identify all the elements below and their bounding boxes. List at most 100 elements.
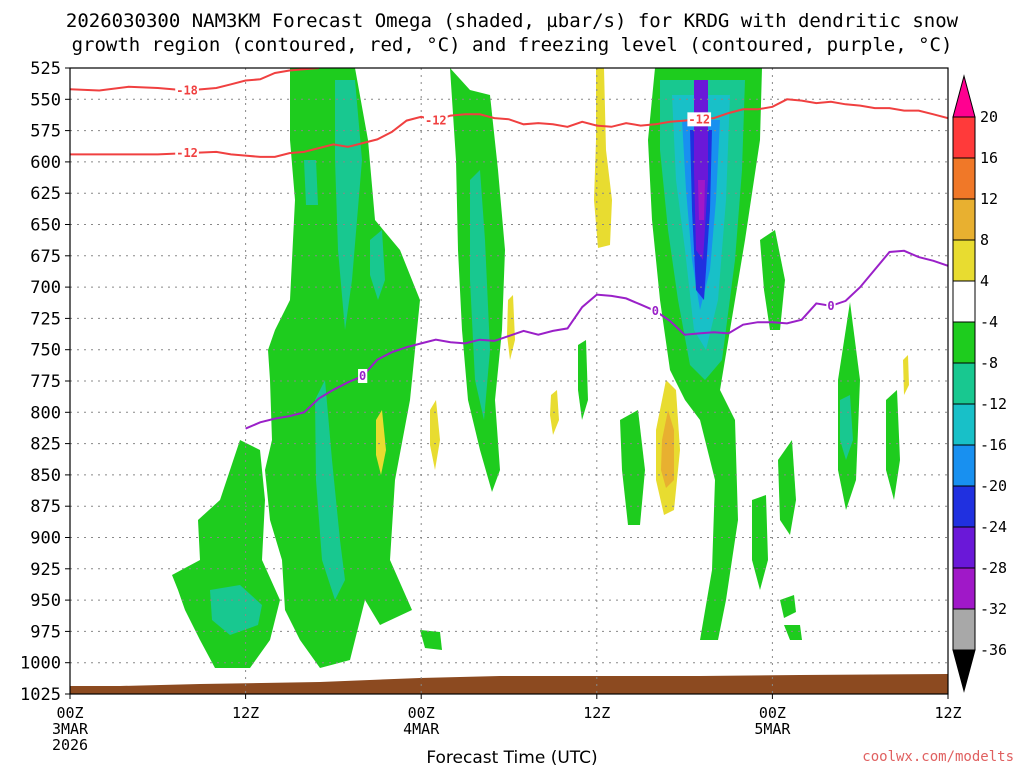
omega-region-orange [661,410,674,488]
terrain-fill [70,674,948,694]
contour-label-background [358,368,368,383]
y-tick-label: 700 [30,278,61,298]
y-tick-label: 550 [30,90,61,110]
y-tick-label: 1025 [20,685,61,705]
omega-region-green-14 [420,630,442,650]
contour-label-background [175,146,199,161]
colorbar-swatch [952,280,976,323]
omega-region-yellow-1 [594,68,612,248]
colorbar-swatch [952,649,976,693]
contour-label: -12 [176,146,198,160]
colorbar-label: -32 [980,600,1007,618]
omega-region-green-9 [752,495,768,590]
omega-region-teal-8 [840,395,853,460]
x-tick-label: 3MAR [52,720,89,738]
colorbar-swatch [952,362,976,405]
colorbar-label: 4 [980,272,989,290]
x-tick-label: 12Z [583,704,610,722]
x-tick-label: 00Z [759,704,786,722]
omega-shading [172,68,909,668]
y-tick-label: 950 [30,591,61,611]
site-credit: coolwx.com/modelts [862,749,1014,765]
y-tick-label: 800 [30,403,61,423]
omega-region-green-1 [265,68,420,668]
y-axis-pressure: 525 550 575 600 625 650 675 700 725 750 775 800 825 8… [20,59,70,705]
omega-region-green-8 [778,440,796,535]
y-tick-label: 650 [30,216,61,236]
contour-label: -12 [425,114,447,128]
colorbar-swatch [952,444,976,487]
colorbar-label: 12 [980,190,998,208]
x-tick-label: 00Z [408,704,435,722]
contour-label: 0 [827,299,834,313]
omega-region-green-2 [172,440,280,668]
y-tick-label: 975 [30,622,61,642]
contour-line [70,98,948,158]
omega-region-teal-6 [470,170,490,420]
omega-region-violet [698,180,705,220]
contour-label-background [826,298,836,313]
contour-lines: -18 -12 -12 -12 0 0 0 [70,68,948,430]
contour-label-background [650,303,660,318]
x-tick-label: 4MAR [403,720,440,738]
omega-colorbar: 20 16 12 8 4 -4 -8 -12 -16 -20 -24 -28 -32 -36 [952,74,1007,693]
omega-region-teal-3 [335,80,362,330]
x-tick-label: 5MAR [754,720,791,738]
colorbar-swatch [952,74,976,118]
chart-title-line-2: growth region (contoured, red, °C) and f… [71,34,953,56]
omega-region-teal-5 [304,160,318,205]
omega-region-green-12 [784,625,802,640]
omega-region-yellow-3 [376,410,386,475]
colorbar-label: -12 [980,395,1007,413]
contour-label-background [175,83,199,98]
x-tick-label: 2026 [52,736,88,754]
omega-region-green-5 [620,410,645,525]
omega-region-green-11 [780,595,796,618]
colorbar-swatch [952,321,976,364]
colorbar-swatch [952,403,976,446]
x-axis-title: Forecast Time (UTC) [426,748,598,768]
y-tick-label: 750 [30,341,61,361]
y-tick-label: 675 [30,247,61,267]
y-tick-label: 625 [30,184,61,204]
colorbar-label: 8 [980,231,989,249]
colorbar-swatch [952,526,976,569]
y-tick-label: 875 [30,497,61,517]
contour-label: 0 [359,369,366,383]
colorbar-swatch [952,198,976,241]
omega-region-teal-4 [370,230,385,300]
contour-label-background [423,113,448,128]
colorbar-label: -28 [980,559,1007,577]
y-tick-label: 525 [30,59,61,79]
y-tick-label: 925 [30,560,61,580]
contour-label: -12 [688,112,710,126]
y-tick-label: 900 [30,529,61,549]
colorbar-swatch [952,485,976,528]
colorbar-label: -20 [980,477,1007,495]
omega-region-green-13 [578,340,588,420]
omega-region-yellow-4 [430,400,440,470]
contour-line [70,68,319,92]
colorbar-swatch [952,157,976,200]
colorbar-label: -8 [980,354,998,372]
y-tick-label: 1000 [20,654,61,674]
colorbar-label: -36 [980,641,1007,659]
colorbar-label: -16 [980,436,1007,454]
omega-region-teal-1 [315,380,345,600]
omega-region-yellow-5 [507,295,515,360]
colorbar-label: -4 [980,313,998,331]
chart-title-line-1: 2026030300 NAM3KM Forecast Omega (shaded… [65,10,959,32]
omega-region-green-10 [886,390,900,500]
omega-region-yellow-7 [903,355,909,395]
x-tick-label: 12Z [934,704,961,722]
colorbar-label: 16 [980,149,998,167]
omega-region-teal-2 [210,585,262,635]
y-tick-label: 600 [30,153,61,173]
x-tick-label: 00Z [56,704,83,722]
contour-label: 0 [652,304,659,318]
x-tick-label: 12Z [232,704,259,722]
colorbar-swatch [952,608,976,651]
colorbar-label: -24 [980,518,1007,536]
